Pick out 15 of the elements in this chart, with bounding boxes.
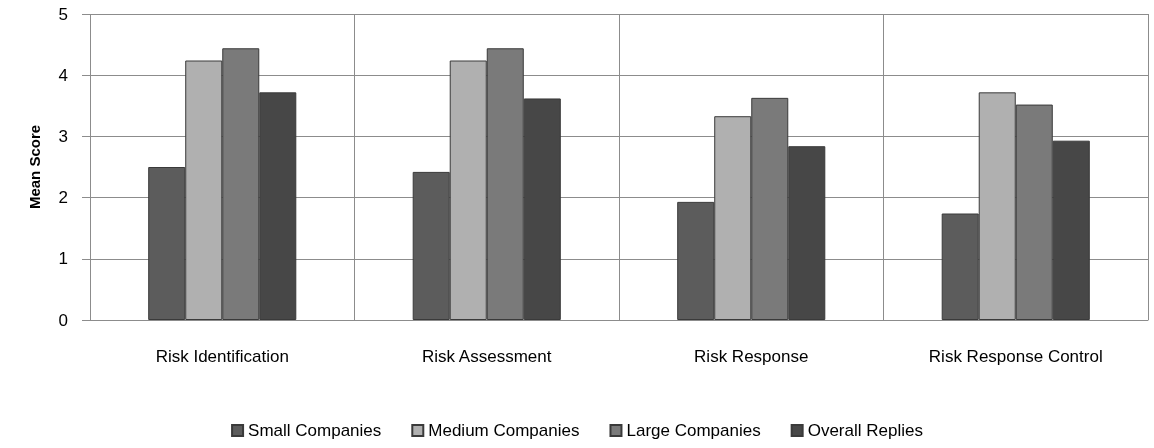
y-tick-label: 3: [58, 126, 68, 146]
y-axis-title: Mean Score: [26, 124, 43, 210]
y-tick-label: 5: [58, 4, 68, 24]
legend-label: Small Companies: [248, 421, 382, 440]
legend-label: Medium Companies: [428, 421, 580, 440]
x-tick-label: Risk Response: [694, 347, 809, 366]
y-tick-label: 1: [58, 249, 68, 269]
y-tick-label: 0: [58, 310, 68, 330]
x-tick-label: Risk Identification: [155, 347, 289, 366]
legend-label: Overall Replies: [807, 421, 923, 440]
y-tick-label: 2: [58, 188, 68, 208]
x-tick-label: Risk Response Control: [928, 347, 1103, 366]
legend-label: Large Companies: [626, 421, 761, 440]
x-tick-label: Risk Assessment: [422, 347, 552, 366]
y-tick-label: 4: [58, 65, 68, 85]
